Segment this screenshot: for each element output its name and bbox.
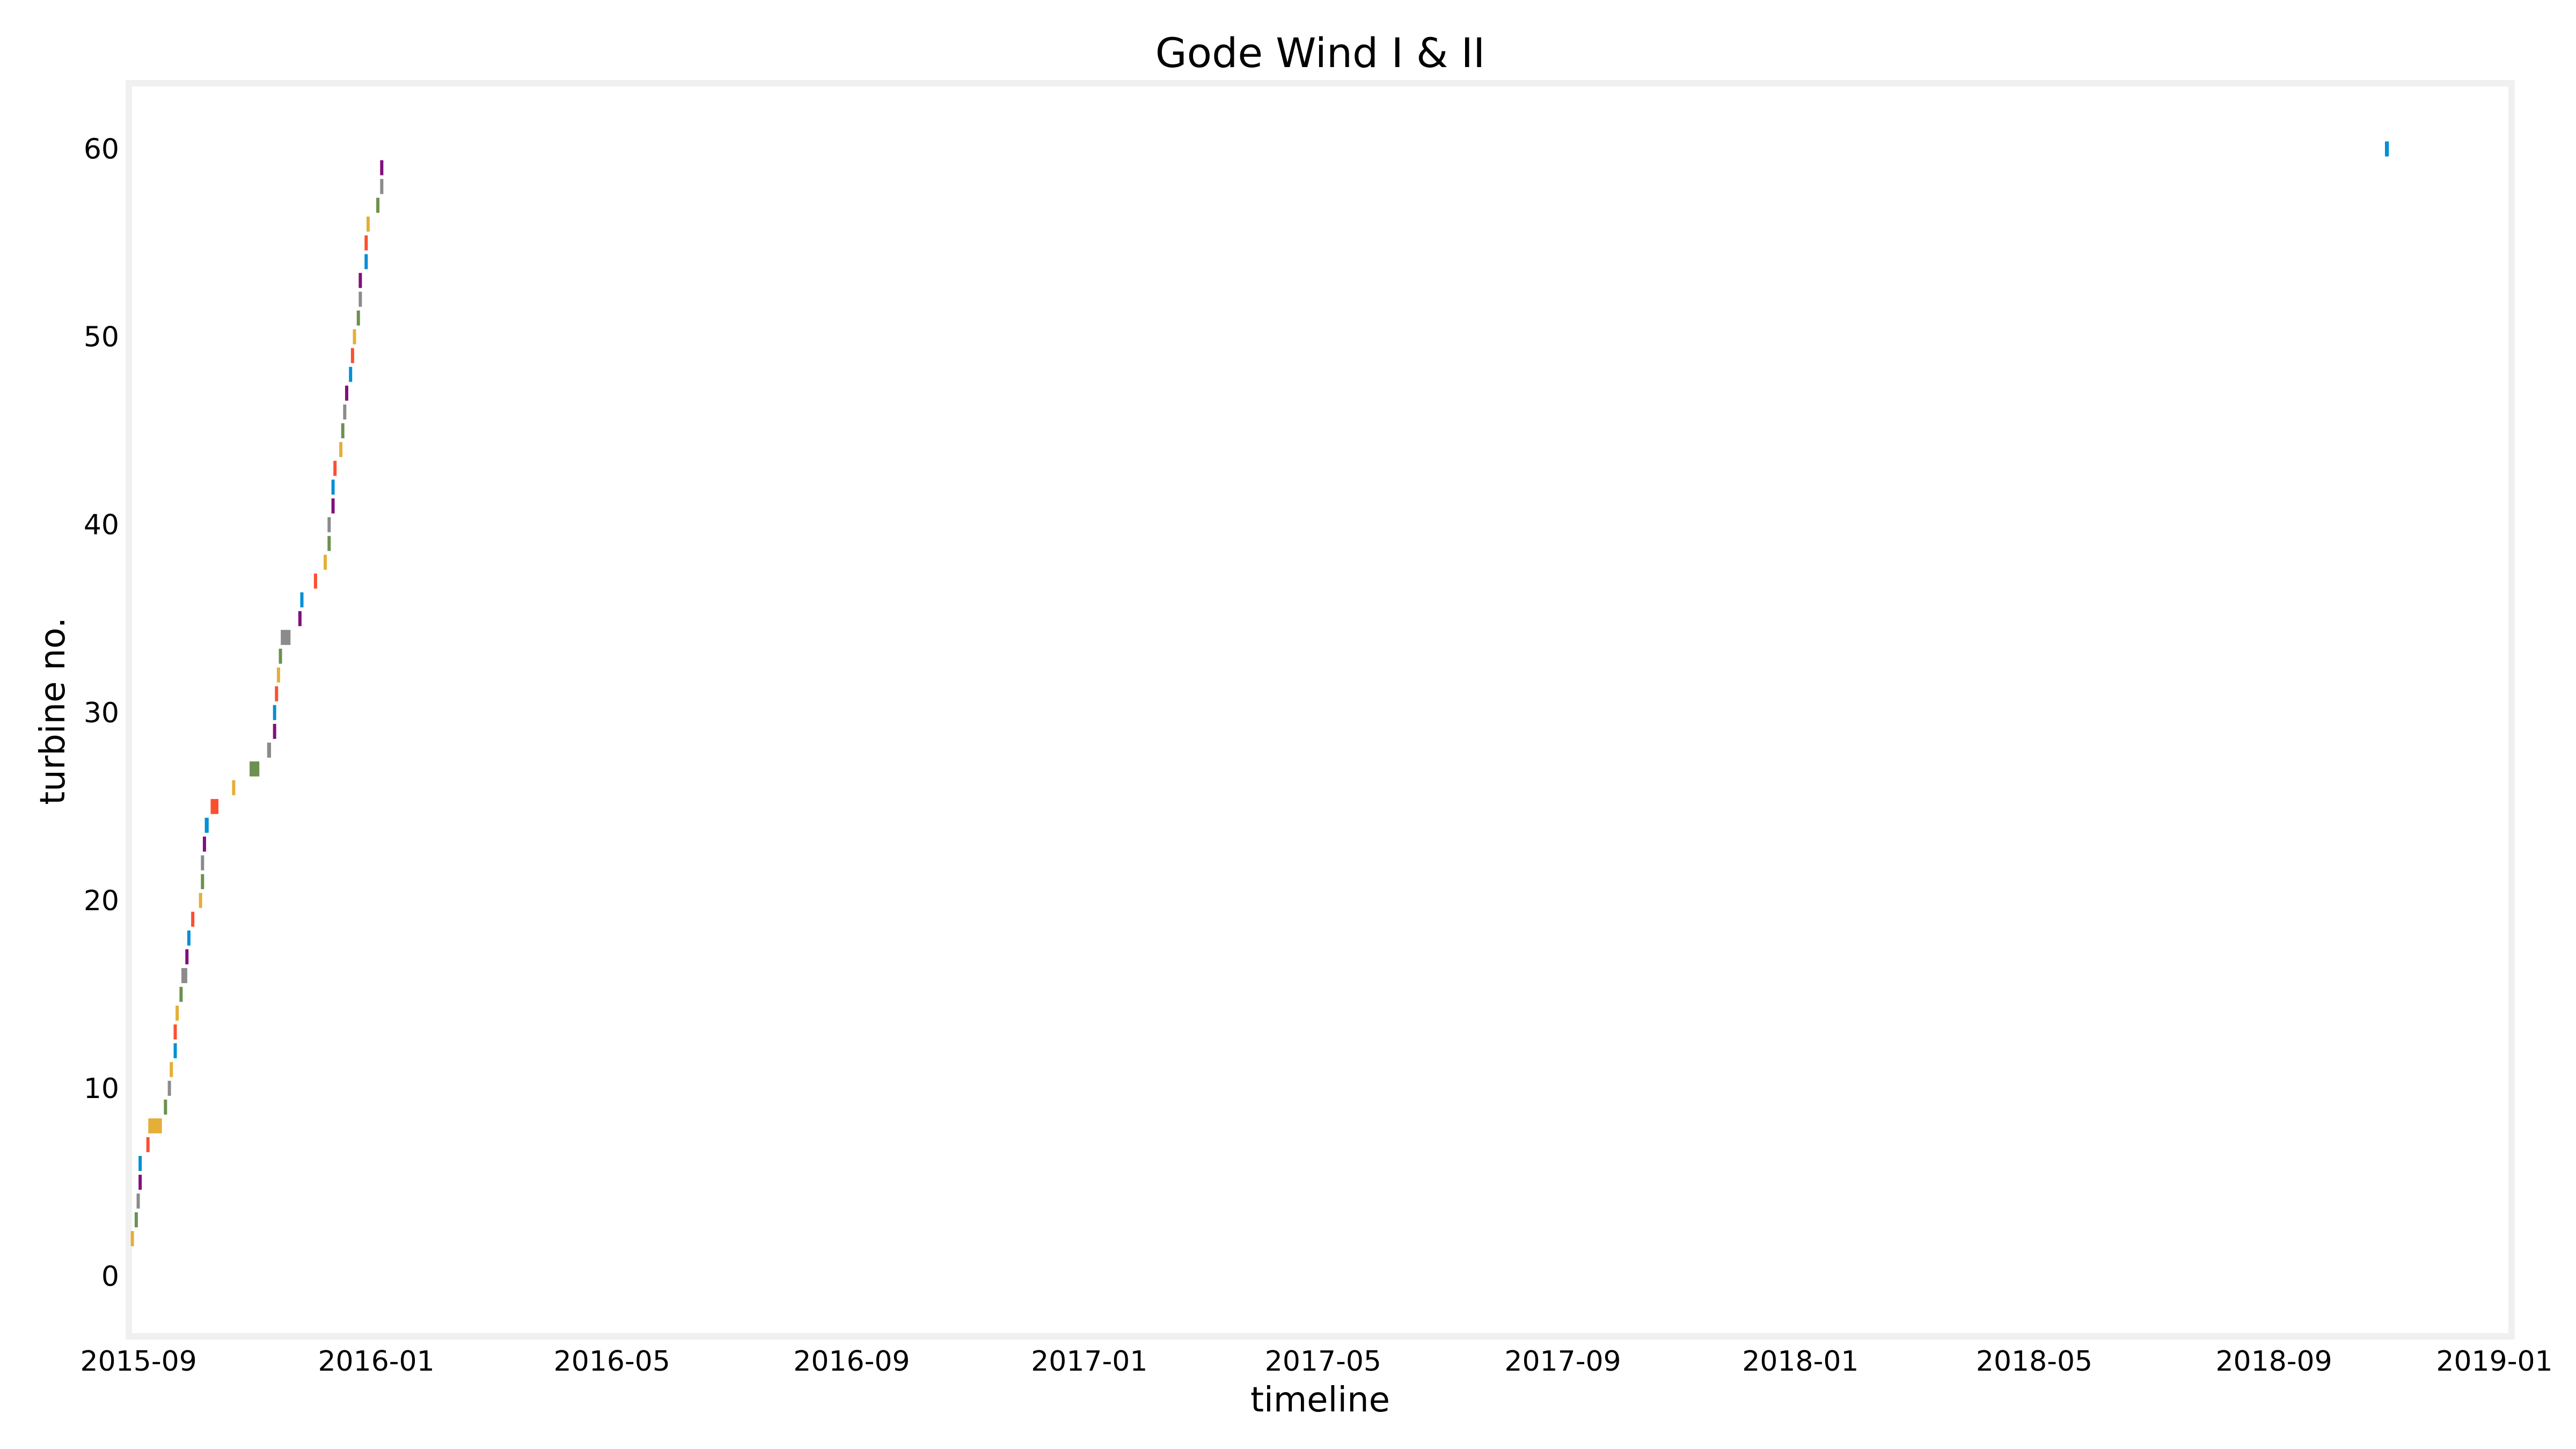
turbine-bar <box>300 592 304 608</box>
turbine-bar <box>313 573 317 589</box>
plot-frame <box>126 80 2515 1340</box>
turbine-bar <box>148 1118 162 1133</box>
turbine-bar <box>138 1174 142 1190</box>
x-tick-labels: 2015-09 2016-01 2016-05 2016-09 2017-01 2017-… <box>80 1345 2553 1378</box>
turbine-bar <box>376 197 380 213</box>
y-axis-label: turbine no. <box>33 617 73 805</box>
turbine-bar <box>181 968 187 983</box>
turbine-bar <box>327 517 331 532</box>
turbine-bar <box>298 611 302 626</box>
turbine-bar <box>281 630 291 645</box>
turbine-bar <box>130 1231 134 1246</box>
y-tick-label: 10 <box>84 1073 119 1105</box>
turbine-bar <box>175 1005 179 1021</box>
y-tick-label: 30 <box>84 697 119 729</box>
x-axis-label: timeline <box>1250 1380 1390 1420</box>
turbine-bar <box>146 1137 150 1152</box>
turbine-bar <box>364 235 368 251</box>
x-tick-label: 2016-01 <box>318 1345 434 1378</box>
turbine-bar <box>339 442 343 457</box>
turbine-bar <box>210 799 218 814</box>
turbine-bar <box>202 836 206 852</box>
y-tick-label: 50 <box>84 321 119 354</box>
turbine-bar <box>327 536 331 551</box>
x-tick-label: 2016-05 <box>554 1345 670 1378</box>
turbine-bar <box>331 498 335 514</box>
x-tick-label: 2018-05 <box>1976 1345 2092 1378</box>
turbine-bar <box>343 404 347 420</box>
turbine-bar <box>273 723 276 739</box>
x-tick-label: 2017-09 <box>1504 1345 1621 1378</box>
turbine-bar <box>349 367 353 382</box>
turbine-bar <box>350 348 354 363</box>
turbine-bar <box>279 648 282 664</box>
turbine-bar <box>2385 141 2389 157</box>
bars <box>130 141 2389 1246</box>
turbine-bar <box>179 986 183 1002</box>
turbine-bar <box>199 892 202 908</box>
turbine-bar <box>364 254 368 269</box>
y-tick-label: 20 <box>84 885 119 917</box>
chart-title: Gode Wind I & II <box>1155 29 1485 77</box>
turbine-bar <box>275 686 279 701</box>
x-tick-label: 2018-01 <box>1742 1345 1858 1378</box>
turbine-bar <box>201 855 204 870</box>
turbine-bar <box>173 1043 177 1058</box>
turbine-bar <box>358 291 362 307</box>
x-tick-label: 2016-09 <box>793 1345 910 1378</box>
y-tick-label: 0 <box>101 1261 119 1293</box>
turbine-bar <box>134 1212 138 1227</box>
turbine-bar <box>273 705 276 720</box>
turbine-bar <box>356 310 360 326</box>
x-tick-label: 2019-01 <box>2436 1345 2552 1378</box>
turbine-bar <box>276 667 280 683</box>
turbine-bar <box>358 273 362 288</box>
turbine-bar <box>138 1155 142 1171</box>
turbine-bar <box>324 554 327 570</box>
turbine-bar <box>333 460 337 476</box>
turbine-bar <box>341 423 345 438</box>
y-tick-label: 60 <box>84 134 119 166</box>
turbine-bar <box>204 817 209 833</box>
turbine-bar <box>232 780 236 795</box>
x-tick-label: 2015-09 <box>80 1345 197 1378</box>
turbine-bar <box>380 160 384 175</box>
turbine-bar <box>331 479 335 495</box>
turbine-bar <box>191 911 195 927</box>
y-tick-labels: 0 10 20 30 40 50 60 <box>84 134 119 1293</box>
x-tick-label: 2017-05 <box>1265 1345 1381 1378</box>
turbine-bar <box>136 1193 140 1209</box>
turbine-bar <box>267 742 272 758</box>
turbine-bar <box>187 930 191 946</box>
turbine-bar <box>201 874 204 889</box>
y-tick-label: 40 <box>84 509 119 541</box>
x-tick-label: 2017-01 <box>1031 1345 1147 1378</box>
turbine-bar <box>173 1024 177 1040</box>
turbine-bar <box>170 1062 173 1077</box>
turbine-bar <box>250 761 260 777</box>
x-tick-label: 2018-09 <box>2215 1345 2332 1378</box>
turbine-bar <box>164 1099 167 1115</box>
turbine-bar <box>353 329 356 345</box>
turbine-bar <box>345 385 348 401</box>
turbine-bar <box>380 179 384 194</box>
turbine-bar <box>366 216 370 232</box>
turbine-bar <box>167 1080 171 1096</box>
turbine-bar <box>185 949 189 964</box>
